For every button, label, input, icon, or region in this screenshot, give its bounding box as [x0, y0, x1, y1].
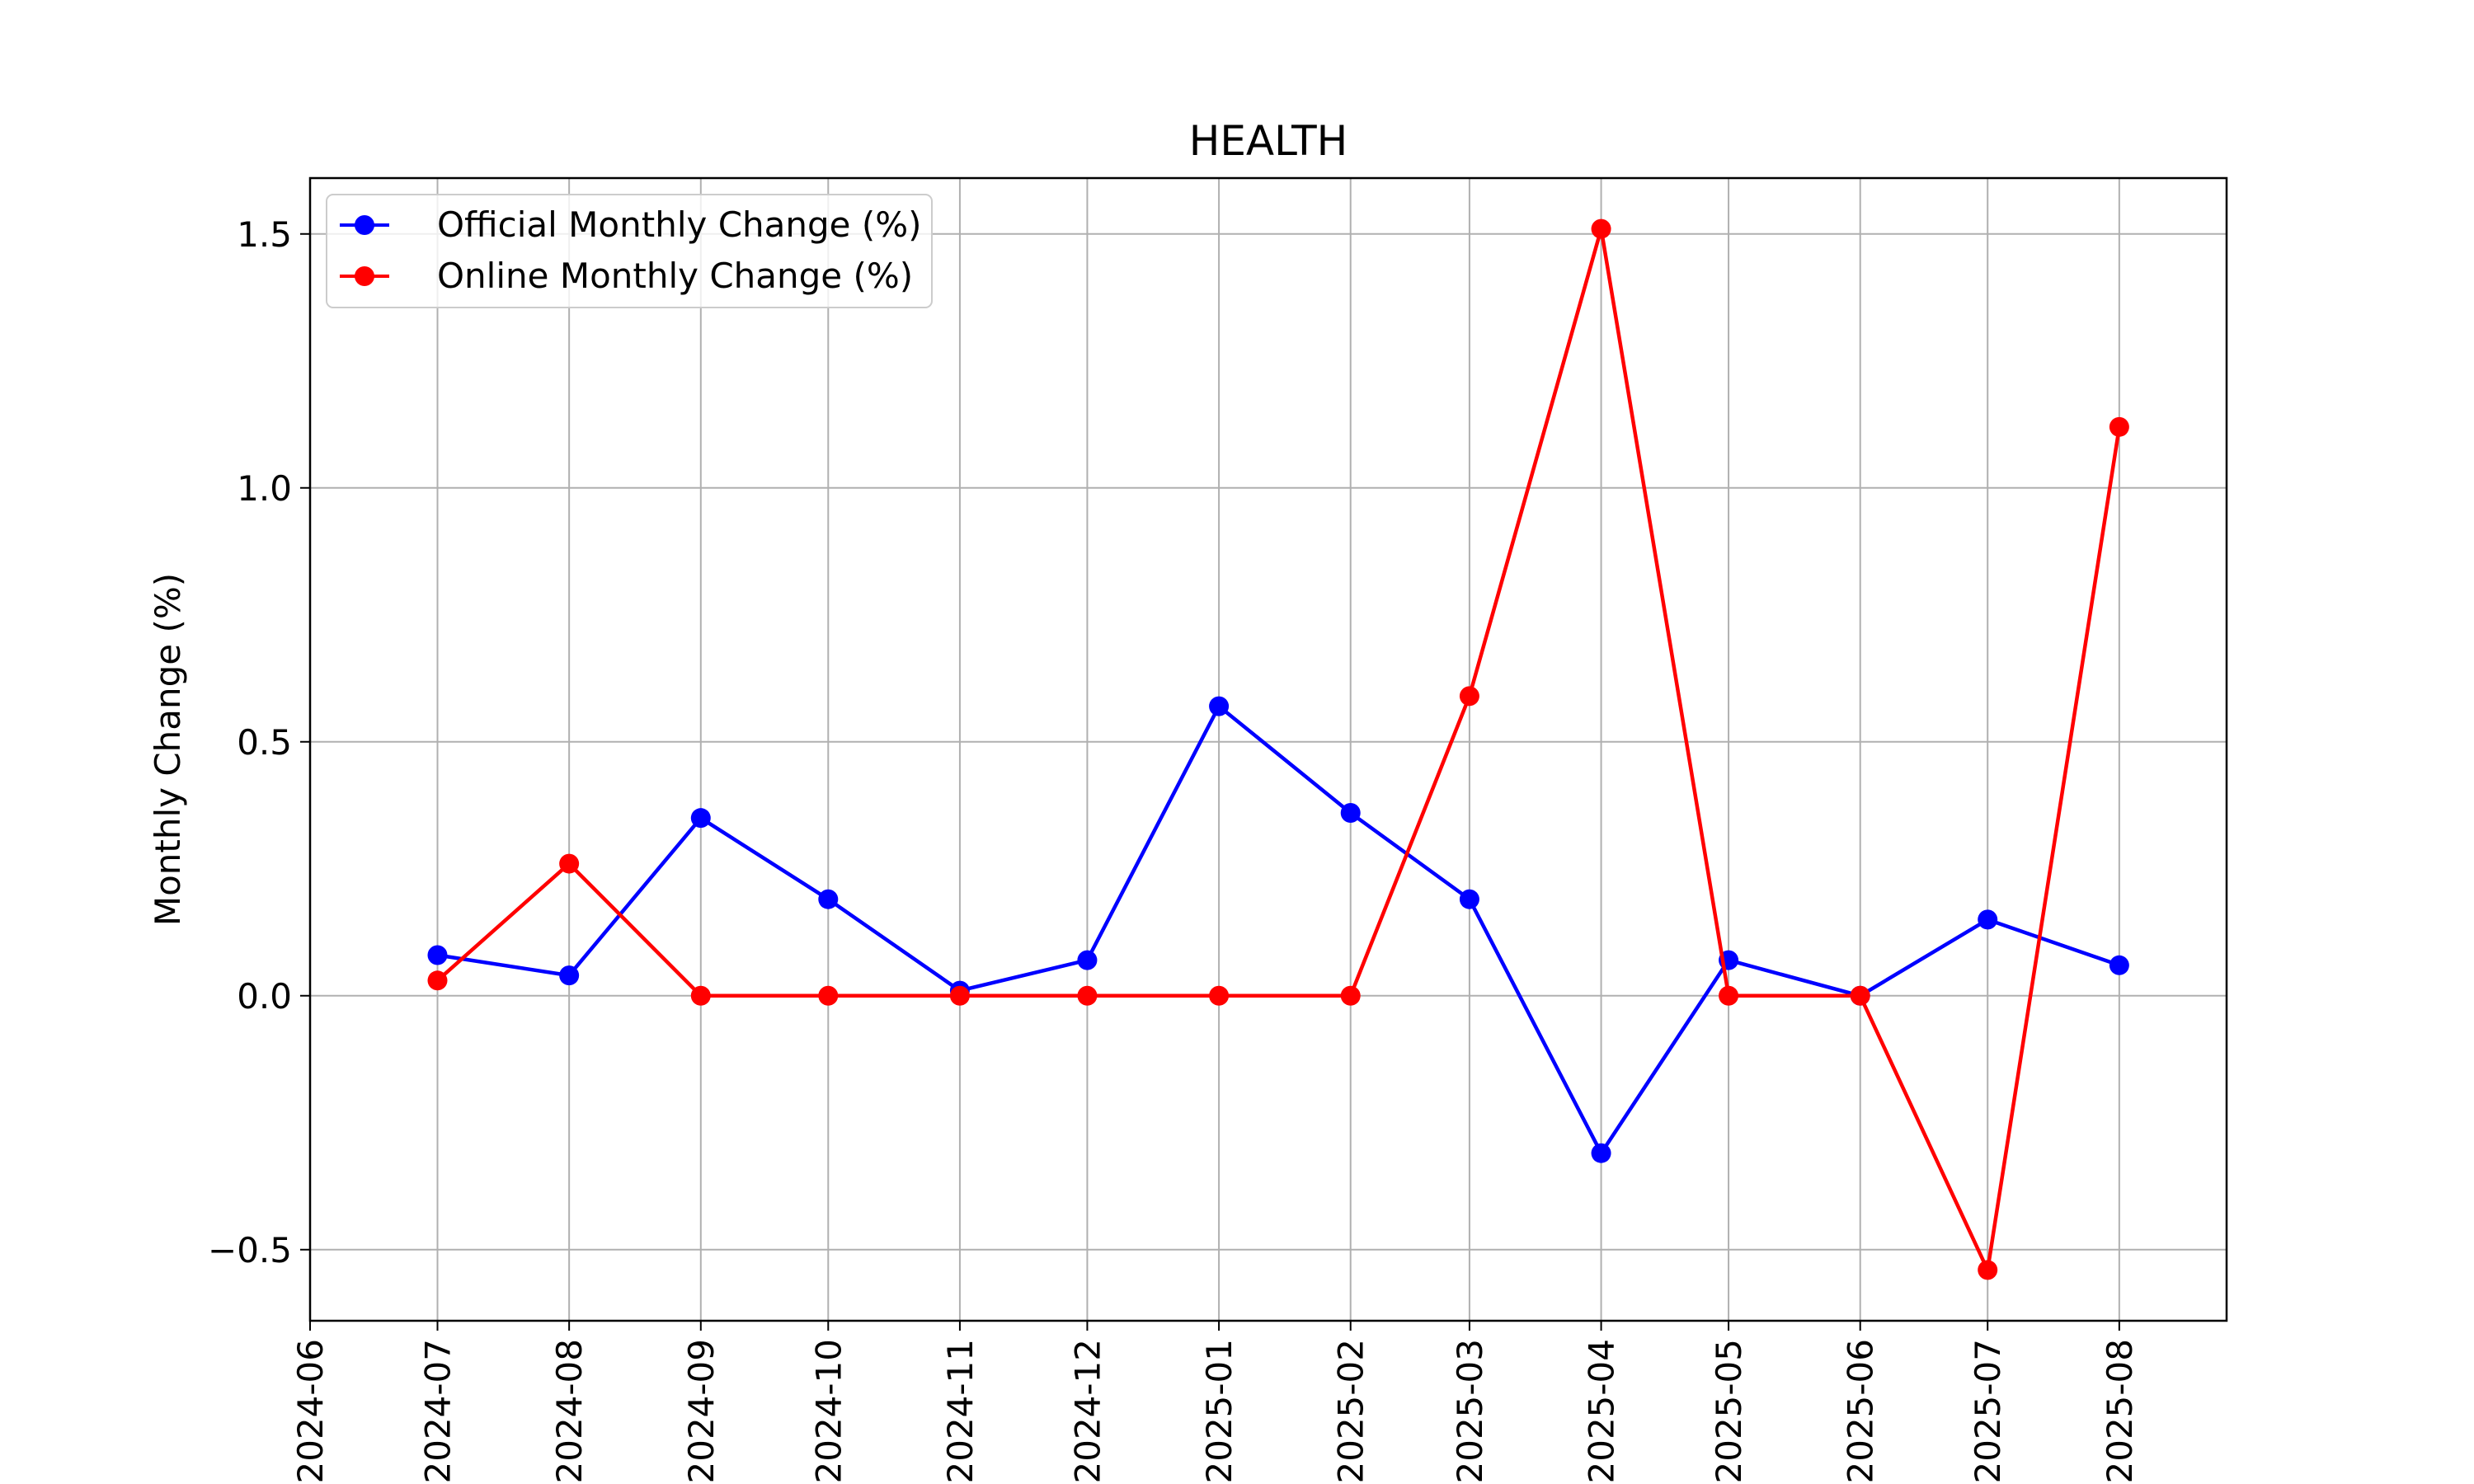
- x-tick-label: 2024-08: [549, 1339, 590, 1484]
- y-tick-label: 1.5: [237, 214, 292, 255]
- data-point-official: [427, 945, 448, 965]
- y-axis: −0.5 0.0 0.5 1.0 1.5: [208, 214, 310, 1270]
- x-tick-label: 2024-07: [417, 1339, 458, 1484]
- legend-entry-online: Online Monthly Change (%): [340, 256, 913, 296]
- series-line-online: [435, 227, 2122, 1272]
- chart-title: HEALTH: [1189, 117, 1348, 165]
- series-line-official: [435, 704, 2122, 1155]
- data-point-online: [2109, 416, 2129, 437]
- data-point-official: [2109, 955, 2129, 975]
- x-tick-label: 2025-05: [1709, 1339, 1749, 1484]
- data-point-official: [818, 889, 839, 909]
- data-point-online: [1209, 985, 1230, 1006]
- data-point-online: [818, 985, 839, 1006]
- data-point-online: [1719, 985, 1739, 1006]
- legend-box: [326, 194, 933, 308]
- data-point-online: [690, 985, 711, 1006]
- data-point-online: [1978, 1260, 1998, 1280]
- x-tick-label: 2025-07: [1968, 1339, 2008, 1484]
- y-axis-label: Monthly Change (%): [148, 573, 188, 926]
- plot-area: [310, 178, 2227, 1321]
- data-point-official: [690, 808, 711, 829]
- y-tick-label: −0.5: [208, 1230, 292, 1270]
- legend-entry-official: Official Monthly Change (%): [340, 204, 922, 245]
- data-point-official: [1978, 909, 1998, 930]
- legend-marker-official: [355, 215, 374, 235]
- legend-marker-online: [355, 266, 374, 286]
- data-point-online: [1459, 686, 1479, 707]
- series-lines: [427, 218, 2129, 1280]
- data-point-official: [1077, 950, 1098, 970]
- data-point-official: [1209, 696, 1230, 716]
- data-point-official: [559, 965, 580, 986]
- x-tick-label: 2024-10: [808, 1339, 849, 1484]
- x-tick-label: 2025-04: [1582, 1339, 1622, 1484]
- x-tick-label: 2024-11: [940, 1339, 981, 1484]
- x-tick-label: 2024-09: [681, 1339, 722, 1484]
- legend-label-online: Online Monthly Change (%): [437, 256, 913, 296]
- x-tick-label: 2025-06: [1841, 1339, 1881, 1484]
- y-tick-label: 0.0: [237, 976, 292, 1017]
- y-tick-label: 0.5: [237, 722, 292, 763]
- x-tick-label: 2025-08: [2100, 1339, 2140, 1484]
- data-point-online: [949, 985, 970, 1006]
- x-tick-label: 2024-06: [290, 1339, 331, 1484]
- data-point-online: [1340, 985, 1361, 1006]
- legend-label-official: Official Monthly Change (%): [437, 204, 922, 245]
- data-point-official: [1459, 889, 1479, 909]
- x-tick-label: 2025-03: [1450, 1339, 1490, 1484]
- data-point-online: [1591, 218, 1611, 239]
- data-point-official: [1340, 803, 1361, 823]
- data-point-online: [427, 970, 448, 991]
- data-point-official: [1591, 1143, 1611, 1163]
- x-tick-label: 2024-12: [1067, 1339, 1108, 1484]
- plot-frame: [308, 176, 2228, 1322]
- data-point-online: [1850, 985, 1870, 1006]
- x-axis: 2024-06 2024-07 2024-08 2024-09 2024-10 2024-…: [290, 1321, 2140, 1484]
- data-point-online: [559, 853, 580, 874]
- x-tick-label: 2025-01: [1199, 1339, 1239, 1484]
- x-tick-label: 2025-02: [1331, 1339, 1371, 1484]
- grid-lines: [309, 178, 2227, 1321]
- legend: Official Monthly Change (%) Online Month…: [326, 194, 933, 308]
- data-point-online: [1077, 985, 1098, 1006]
- y-tick-label: 1.0: [237, 468, 292, 509]
